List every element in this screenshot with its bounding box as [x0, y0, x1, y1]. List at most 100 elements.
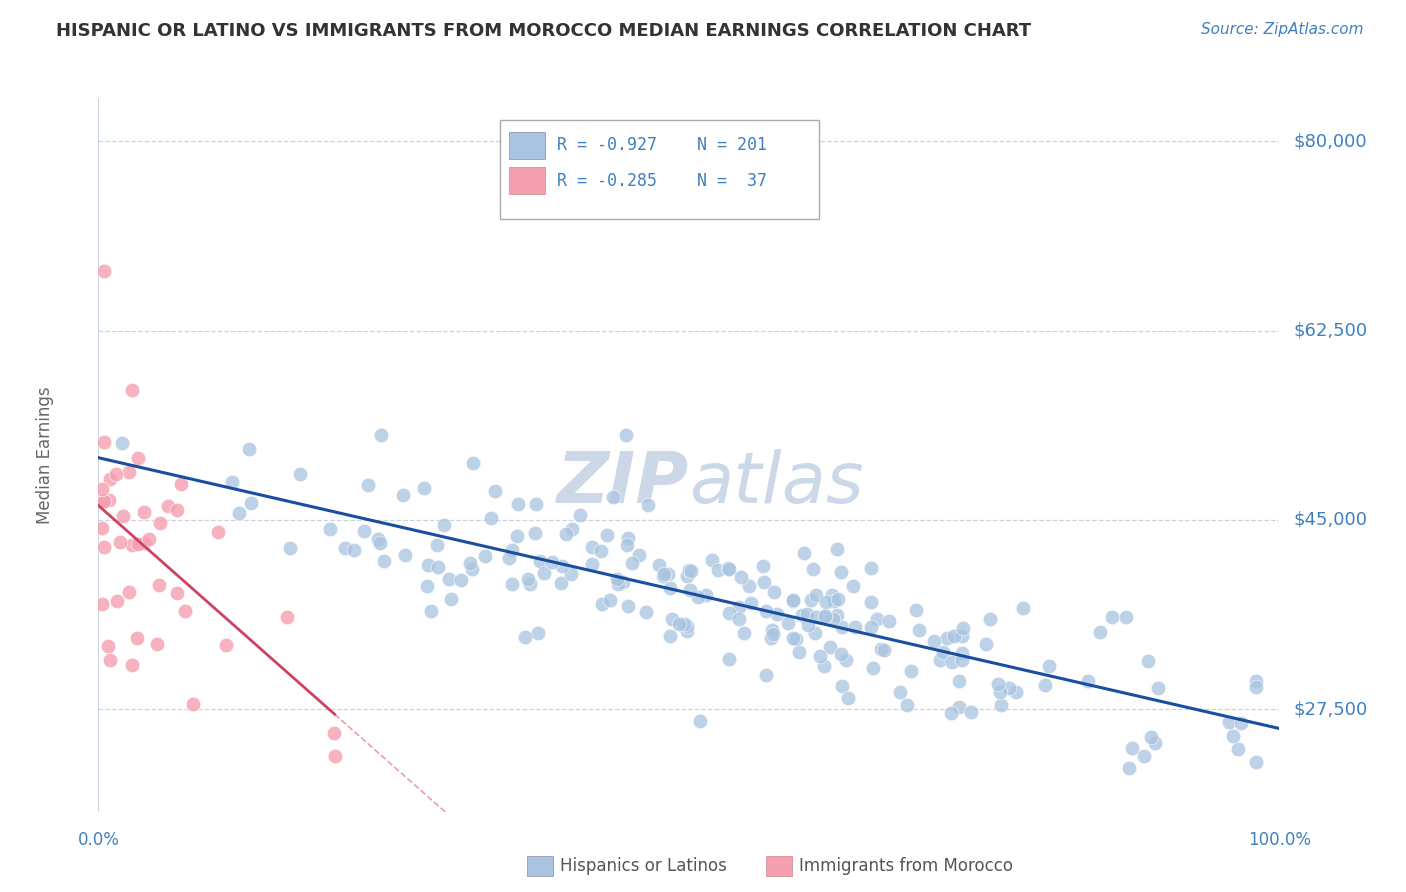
Point: [419, 604, 441, 618]
Point: [581, 557, 603, 571]
Text: HISPANIC OR LATINO VS IMMIGRANTS FROM MOROCCO MEDIAN EARNINGS CORRELATION CHART: HISPANIC OR LATINO VS IMMIGRANTS FROM MO…: [56, 22, 1032, 40]
Point: [392, 488, 415, 502]
Point: [463, 456, 485, 470]
Point: [1244, 755, 1267, 769]
Point: [814, 609, 837, 624]
Point: [215, 639, 238, 653]
Point: [759, 631, 782, 645]
Point: [932, 645, 955, 659]
Point: [842, 579, 865, 593]
Point: [121, 538, 143, 552]
Point: [508, 497, 530, 511]
Text: Immigrants from Morocco: Immigrants from Morocco: [799, 857, 1012, 875]
Text: ZIP: ZIP: [557, 449, 689, 518]
Point: [728, 612, 751, 626]
Point: [827, 591, 849, 606]
Point: [591, 597, 613, 611]
Point: [458, 556, 481, 570]
Point: [782, 592, 804, 607]
Text: Hispanics or Latinos: Hispanics or Latinos: [560, 857, 727, 875]
Point: [942, 629, 965, 643]
FancyBboxPatch shape: [509, 168, 546, 194]
Point: [394, 548, 416, 562]
Point: [808, 648, 831, 663]
Point: [950, 646, 973, 660]
Point: [174, 604, 197, 618]
Point: [319, 522, 342, 536]
Point: [1230, 716, 1253, 731]
Point: [907, 624, 929, 638]
Point: [862, 661, 884, 675]
Point: [988, 684, 1011, 698]
Point: [718, 652, 741, 666]
Point: [440, 592, 463, 607]
Point: [589, 544, 612, 558]
Point: [900, 664, 922, 678]
Point: [127, 451, 149, 466]
Point: [1011, 601, 1033, 615]
Point: [93, 264, 115, 278]
Point: [134, 505, 156, 519]
Point: [752, 575, 775, 590]
Point: [606, 577, 628, 591]
Point: [620, 557, 643, 571]
Point: [118, 465, 141, 479]
Point: [1005, 684, 1028, 698]
Point: [1118, 762, 1140, 776]
Point: [792, 608, 814, 623]
Point: [614, 427, 637, 442]
Point: [1244, 680, 1267, 694]
Point: [91, 597, 114, 611]
Point: [166, 502, 188, 516]
Point: [207, 525, 229, 540]
Point: [1218, 715, 1240, 730]
Point: [616, 538, 638, 552]
Point: [950, 653, 973, 667]
Point: [689, 714, 711, 728]
Point: [952, 621, 974, 635]
Point: [831, 679, 853, 693]
Point: [541, 555, 564, 569]
Point: [170, 477, 193, 491]
Point: [979, 612, 1001, 626]
Point: [823, 593, 845, 607]
Point: [97, 640, 120, 654]
Point: [368, 536, 391, 550]
Point: [367, 533, 389, 547]
Text: R = -0.927    N = 201: R = -0.927 N = 201: [557, 136, 766, 154]
Point: [323, 748, 346, 763]
Point: [678, 563, 700, 577]
Point: [997, 681, 1019, 696]
Point: [707, 563, 730, 577]
Point: [288, 467, 311, 482]
Point: [651, 568, 673, 582]
Point: [138, 532, 160, 546]
Text: Median Earnings: Median Earnings: [37, 386, 55, 524]
Point: [950, 629, 973, 643]
Point: [814, 609, 837, 624]
Point: [501, 577, 523, 591]
Point: [827, 608, 849, 623]
Point: [668, 616, 690, 631]
Point: [905, 603, 928, 617]
Point: [148, 578, 170, 592]
Point: [108, 534, 131, 549]
Point: [515, 630, 537, 644]
Point: [922, 633, 945, 648]
Point: [569, 508, 592, 522]
Point: [1101, 610, 1123, 624]
Point: [686, 590, 709, 604]
Point: [797, 617, 820, 632]
Point: [238, 442, 260, 457]
Point: [740, 596, 762, 610]
Point: [228, 507, 250, 521]
Point: [800, 592, 823, 607]
Point: [121, 658, 143, 673]
Text: R = -0.285    N =  37: R = -0.285 N = 37: [557, 172, 766, 190]
Point: [523, 525, 546, 540]
Point: [948, 700, 970, 714]
Point: [595, 527, 617, 541]
Point: [782, 594, 804, 608]
Point: [353, 524, 375, 538]
Point: [804, 626, 827, 640]
